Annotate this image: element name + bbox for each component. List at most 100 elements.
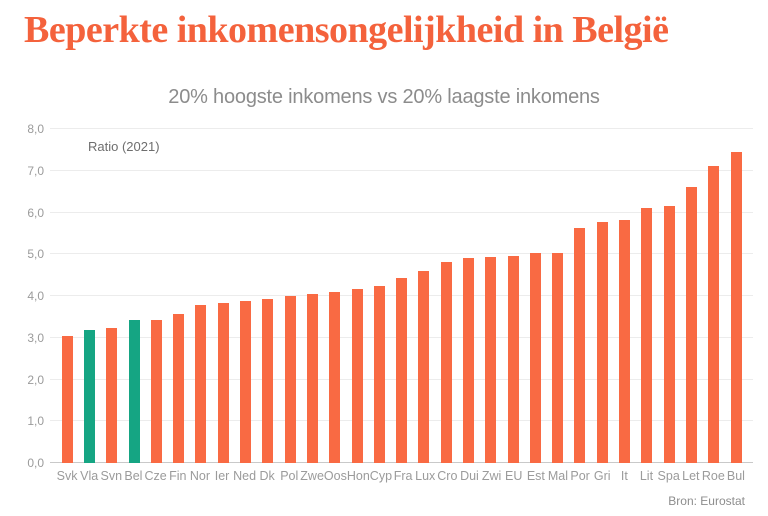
gridline-7 [50,169,753,171]
y-axis-annotation: Ratio (2021) [88,139,160,154]
x-tick-label-Dui: Dui [460,469,479,483]
x-tick-label-Bel: Bel [124,469,143,483]
x-tick-label-Nor: Nor [189,469,210,483]
x-tick-label-Bul: Bul [726,469,745,483]
plot-area [50,128,753,463]
bar-slot-Svn [101,129,123,463]
x-tick-label-Fra: Fra [393,469,413,483]
bar-slot-Nor [190,129,212,463]
chart-subtitle: 20% hoogste inkomens vs 20% laagste inko… [168,86,600,108]
bar-Zwi [485,257,497,463]
bar-slot-Por [569,129,591,463]
bar-It [619,220,631,463]
bar-slot-Hon [346,129,368,463]
bar-slot-Bul [725,129,747,463]
x-tick-label-EU: EU [505,469,523,483]
bar-Dui [462,258,474,463]
bar-slot-Cze [145,129,167,463]
x-tick-label-Gri: Gri [593,469,611,483]
page-title: Beperkte inkomensongelijkheid in België [24,9,669,51]
source-credit: Bron: Eurostat [668,494,745,508]
bar-slot-Cro [435,129,457,463]
bar-slot-Ier [212,129,234,463]
bar-EU [507,255,519,463]
gridline-6 [50,211,753,213]
bar-Cze [150,320,162,463]
bar-Hon [351,289,363,463]
x-tick-label-Svk: Svk [56,469,78,483]
bar-Oos [329,292,341,463]
x-tick-label-Pol: Pol [280,469,299,483]
x-tick-label-Zwi: Zwi [481,469,502,483]
y-tick-label-4-0: 4,0 [27,289,44,303]
bar-slot-Fin [167,129,189,463]
bar-Por [574,227,586,463]
bar-Let [685,187,697,463]
x-tick-label-Cyp: Cyp [369,469,393,483]
bar-slot-Mal [547,129,569,463]
bar-Lit [641,207,653,463]
x-tick-label-Lux: Lux [415,469,436,483]
bar-slot-Let [680,129,702,463]
gridline-5 [50,253,753,255]
x-tick-label-Let: Let [682,469,700,483]
bar-Spa [663,205,675,463]
bar-slot-It [613,129,635,463]
gridline-8 [50,128,753,129]
bar-slot-Est [524,129,546,463]
bar-Gri [596,222,608,463]
bar-Roe [708,165,720,463]
bar-slot-Cyp [368,129,390,463]
x-tick-label-Por: Por [570,469,590,483]
x-tick-label-Lit: Lit [639,469,654,483]
x-tick-label-Spa: Spa [657,469,680,483]
y-tick-label-1-0: 1,0 [27,414,44,429]
bar-slot-Ned [234,129,256,463]
bar-Mal [552,253,564,463]
bar-Bul [730,151,742,463]
bar-slot-Pol [279,129,301,463]
bar-slot-Zwe [301,129,323,463]
bar-Pol [284,296,296,463]
x-tick-label-Svn: Svn [100,469,123,483]
y-tick-label-8-0: 8,0 [27,122,44,136]
bar-slot-Dui [457,129,479,463]
y-tick-label-0-0: 0,0 [27,456,44,470]
y-tick-label-6-0: 6,0 [27,205,44,220]
x-tick-label-Cro: Cro [437,469,458,483]
bar-slot-Svk [56,129,78,463]
bar-slot-Lux [413,129,435,463]
bar-Zwe [306,294,318,463]
bar-series [50,129,753,463]
x-tick-label-Cze: Cze [144,469,167,483]
bar-Fra [396,278,408,463]
x-tick-label-Mal: Mal [547,469,569,483]
bar-Svk [61,336,73,463]
bar-slot-Gri [591,129,613,463]
x-tick-label-Ned: Ned [233,469,257,483]
x-tick-label-Oos: Oos [323,469,347,483]
y-tick-label-5-0: 5,0 [27,247,44,262]
bar-slot-Vla [78,129,100,463]
bar-Fin [173,314,185,463]
x-tick-label-Ier: Ier [214,469,230,483]
bar-Vla [83,329,95,463]
bar-Est [529,253,541,463]
bar-slot-Lit [636,129,658,463]
bar-Bel [128,319,140,463]
bar-Nor [195,305,207,463]
bar-Ier [217,302,229,463]
x-tick-label-Roe: Roe [701,469,725,483]
y-tick-label-2-0: 2,0 [27,372,44,387]
y-tick-label-7-0: 7,0 [27,163,44,178]
bar-slot-Bel [123,129,145,463]
bar-slot-Roe [703,129,725,463]
x-tick-label-It: It [620,469,628,483]
y-tick-label-3-0: 3,0 [27,330,44,345]
x-tick-label-Zwe: Zwe [300,469,324,483]
bar-Dk [262,298,274,463]
x-axis-tick-labels: Svk Vla Svn Bel Cze Fin Nor Ier Ned Dk Pol Zwe Oos Ho… [50,469,753,483]
bar-slot-Spa [658,129,680,463]
bar-slot-Dk [257,129,279,463]
